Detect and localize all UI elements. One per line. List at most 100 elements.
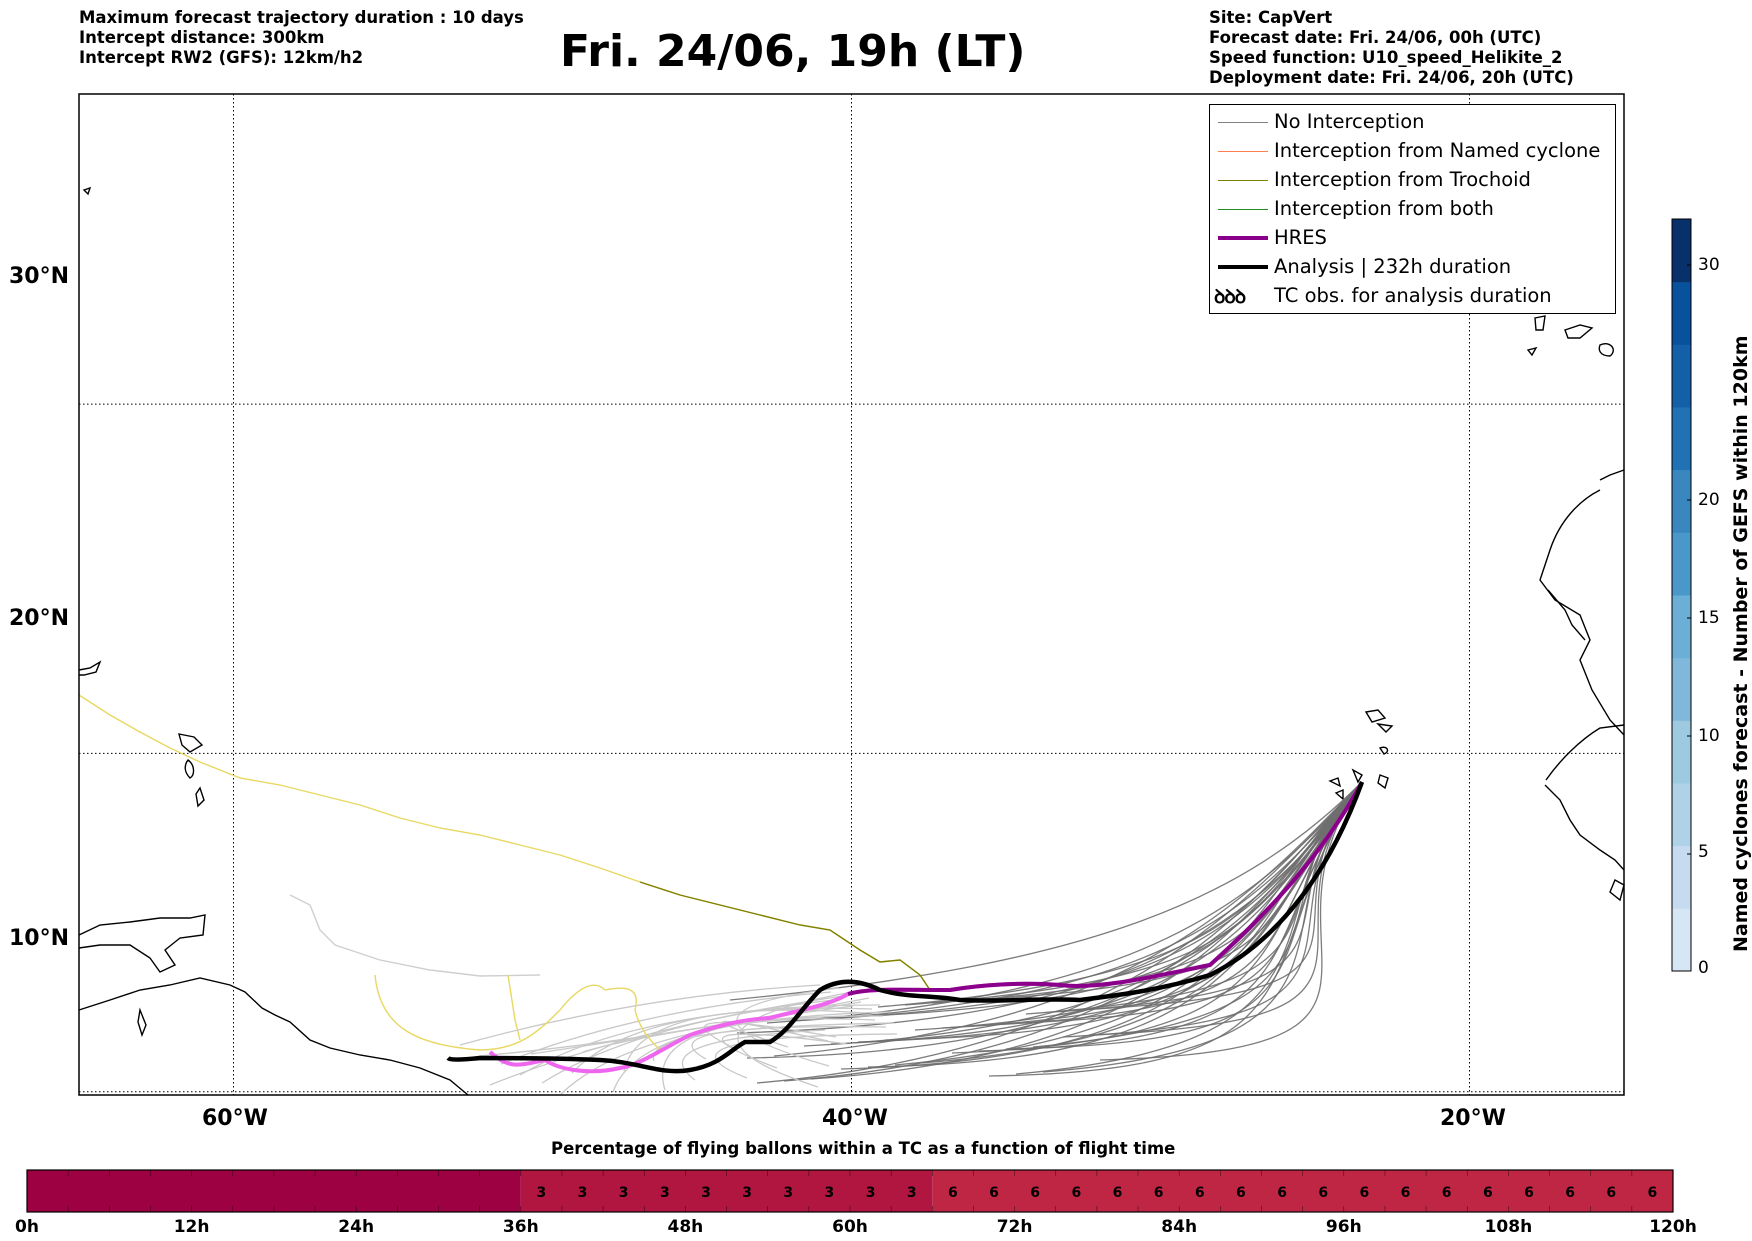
flight-bar-cell-value: 6 [989,1185,999,1201]
lon-label-20w: 20°W [1440,1106,1506,1131]
legend-item-analysis: Analysis | 232h duration [1210,254,1615,283]
coastline [1599,469,1625,481]
max-duration-text: Maximum forecast trajectory duration : 1… [79,8,524,27]
coastline [78,914,206,973]
flight-bar-cell-value: 6 [1565,1185,1575,1201]
trochoid-interception-branch [507,974,521,1041]
faded-trajectory [560,1011,892,1095]
intercept-distance-text: Intercept distance: 300km [79,28,325,47]
colorbar-tick: 15 [1698,608,1720,628]
coastlines [78,186,1625,1096]
hour-label: 36h [502,1217,539,1237]
colorbar-step [1672,407,1691,471]
trochoid-interception-branch [374,974,661,1051]
flight-bar-cell-value: 6 [1030,1185,1040,1201]
flight-bar-cell-value: 6 [1236,1185,1246,1201]
flight-bar-cell-value: 3 [619,1185,629,1201]
legend-label: No Interception [1274,110,1425,133]
legend-swatch [1218,151,1268,152]
coastline [1328,777,1342,788]
flight-bar-cell-value: 3 [742,1185,752,1201]
faded-trajectory [721,1033,848,1069]
flight-bar-cell-value: 3 [660,1185,670,1201]
flight-bar-cell-value: 6 [1113,1185,1123,1201]
legend-swatch [1218,122,1268,123]
flight-bar-cell-value: 3 [825,1185,835,1201]
no-interception-trajectory [773,781,1363,1057]
lat-label-30n: 30°N [9,264,70,289]
colorbar-step [1672,219,1691,283]
lat-label-20n: 20°N [9,606,70,631]
coastline [1539,489,1625,736]
flight-bar-cell-value: 3 [907,1185,917,1201]
site-text: Site: CapVert [1209,8,1333,27]
flight-bar-segment [520,1170,933,1212]
legend-item-both: Interception from both [1210,196,1615,225]
coastline [1598,343,1614,357]
coastline [178,733,204,753]
colorbar-step [1672,281,1691,345]
no-interception-trajectory [736,781,1363,1034]
coastline [1545,724,1625,781]
faded-trajectory [489,994,851,1086]
colorbar-step [1672,595,1691,659]
flight-bar-cell-value: 6 [1648,1185,1658,1201]
faded-trajectory [289,894,541,977]
coastline [195,786,205,808]
colorbar-tick: 20 [1698,490,1720,510]
colorbar [1671,218,1692,972]
header-right: Site: CapVert Forecast date: Fri. 24/06,… [1209,8,1574,88]
flight-bar-segment [27,1170,521,1212]
flight-bar-cell-value: 6 [1071,1185,1081,1201]
legend-label: TC obs. for analysis duration [1274,284,1552,307]
faded-trajectory [681,1029,826,1081]
ensemble-trajectories [78,694,1365,1095]
lon-label-60w: 60°W [202,1106,268,1131]
intercept-rw2-text: Intercept RW2 (GFS): 12km/h2 [79,48,364,67]
flight-bar-title: Percentage of flying ballons within a TC… [551,1139,1176,1158]
hour-label: 48h [667,1217,704,1237]
colorbar-step [1672,657,1691,721]
coastline [78,660,102,676]
lat-label-10n: 10°N [9,926,70,951]
trochoid-interception-early [78,694,931,991]
colorbar-step [1672,908,1691,972]
hour-label: 24h [338,1217,375,1237]
colorbar-step [1672,845,1691,909]
legend-label: Analysis | 232h duration [1274,255,1512,278]
legend-swatch [1218,236,1268,240]
colorbar-tick: 30 [1698,255,1720,275]
flight-bar-cell-value: 6 [1360,1185,1370,1201]
no-interception-trajectory [729,781,1363,1001]
faded-trajectory [736,987,840,1067]
flight-bar-cell-value: 6 [1524,1185,1534,1201]
coastline [1377,774,1389,790]
coastline [82,186,92,196]
flight-bar-frame [26,1169,1674,1213]
flight-bar-cell-value: 6 [1401,1185,1411,1201]
deployment-date-text: Deployment date: Fri. 24/06, 20h (UTC) [1209,68,1574,87]
no-interception-trajectory [1005,781,1363,1050]
coastline [1534,315,1546,331]
legend-item-no-interception: No Interception [1210,109,1615,138]
hour-label: 84h [1161,1217,1198,1237]
legend-item-tc-obs: ꝺꝺꝺ TC obs. for analysis duration [1210,283,1615,312]
colorbar-frame [1671,218,1692,972]
hour-label: 72h [996,1217,1033,1237]
flight-bar-cell-value: 6 [1442,1185,1452,1201]
colorbar-title: Named cyclones forecast - Number of GEFS… [1730,335,1752,952]
legend-label: Interception from Named cyclone [1274,139,1601,162]
no-interception-trajectory [1099,781,1363,1061]
hres-trajectory [847,781,1364,996]
flight-bar-cell-value: 3 [578,1185,588,1201]
hour-label: 120h [1649,1217,1697,1237]
map-gridlines [79,94,1624,1095]
faded-trajectory [703,1021,837,1050]
flight-bar-cell-value: 3 [783,1185,793,1201]
coastline [1564,324,1594,339]
speed-function-text: Speed function: U10_speed_Helikite_2 [1209,48,1563,67]
flight-time-bar: 3 3 3 3 3 3 3 3 3 3 6 6 6 6 6 6 6 6 6 6 6 6 6 6 6 6 6 6 [26,1169,1674,1213]
flight-bar-cell-value: 6 [948,1185,958,1201]
legend-label: HRES [1274,226,1327,249]
legend-swatch [1218,180,1268,181]
